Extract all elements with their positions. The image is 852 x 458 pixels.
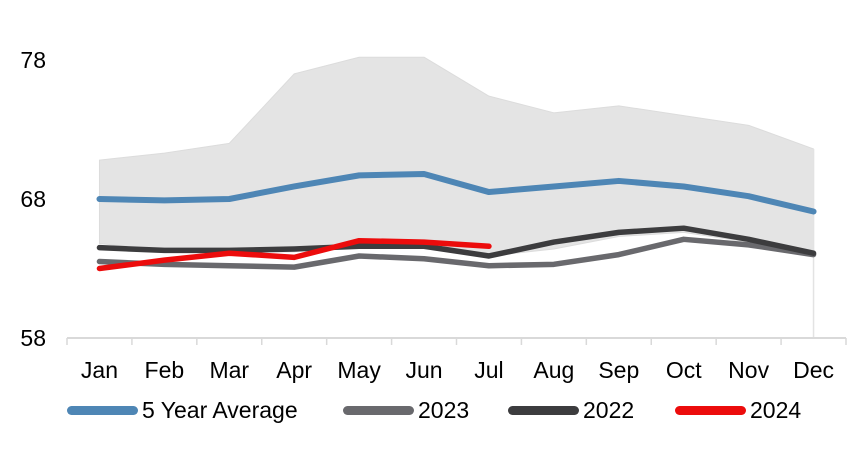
y-axis-label: 58 xyxy=(20,325,46,351)
series-line-2024 xyxy=(96,237,492,272)
y-axis-label: 78 xyxy=(20,47,46,73)
legend-label: 2022 xyxy=(583,397,635,423)
x-axis-label: May xyxy=(337,357,381,383)
legend-swatch-2022 xyxy=(508,405,579,415)
x-axis-label: Sep xyxy=(598,357,639,383)
legend-swatch-2023 xyxy=(343,405,414,415)
legend-label: 2024 xyxy=(750,397,802,423)
x-axis-label: Dec xyxy=(793,357,834,383)
legend-item-2023: 2023 xyxy=(343,397,469,423)
y-axis-label: 68 xyxy=(20,186,46,212)
legend-label: 5 Year Average xyxy=(142,397,298,423)
series-line-2023 xyxy=(96,236,817,270)
x-axis-label: Feb xyxy=(145,357,185,383)
five-year-range-band xyxy=(98,56,815,257)
x-axis-label: Mar xyxy=(209,357,249,383)
x-axis-label: Apr xyxy=(276,357,312,383)
legend-swatch-2024 xyxy=(675,405,746,415)
legend-item-2024: 2024 xyxy=(675,397,801,423)
x-axis-label: Jun xyxy=(405,357,442,383)
x-axis-label: Aug xyxy=(533,357,574,383)
series-line-2022 xyxy=(96,225,817,259)
legend-item-5-year-average: 5 Year Average xyxy=(67,397,298,423)
legend-label: 2023 xyxy=(418,397,470,423)
x-axis-label: Jul xyxy=(474,357,503,383)
legend-item-2022: 2022 xyxy=(508,397,634,423)
series-line-5-year-average xyxy=(96,170,817,215)
x-axis-label: Nov xyxy=(728,357,769,383)
x-axis-label: Jan xyxy=(81,357,118,383)
legend-swatch-5-year-average xyxy=(67,405,138,415)
monthly-line-chart: 78 68 58 Jan Feb Mar Apr May Jun Jul Aug Sep Oct Nov D… xyxy=(20,47,847,383)
x-axis-label: Oct xyxy=(666,357,702,383)
